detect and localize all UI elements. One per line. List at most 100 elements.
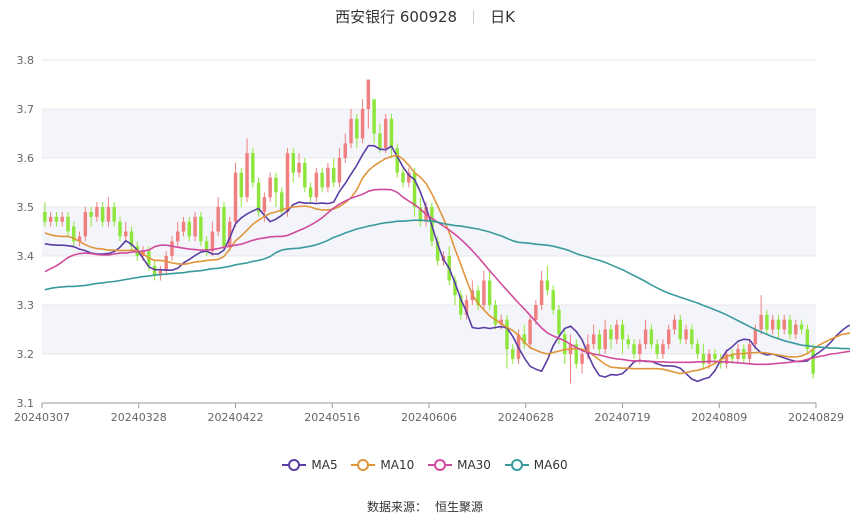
candle-body	[545, 280, 550, 291]
candle-body	[574, 344, 579, 364]
candle-body	[418, 207, 423, 222]
candle-body	[60, 216, 64, 222]
candle-body	[724, 354, 729, 364]
legend-item-ma60[interactable]: MA60	[504, 458, 568, 472]
candle-body	[649, 329, 654, 345]
candle-body	[326, 167, 330, 188]
y-tick-label: 3.7	[17, 103, 35, 116]
candle-body	[511, 349, 515, 359]
candle-body	[695, 344, 700, 354]
candle-body	[239, 172, 244, 198]
grid-band	[42, 109, 816, 158]
candle-body	[274, 177, 278, 193]
y-tick-label: 3.2	[17, 348, 35, 361]
series-line-ma10	[44, 154, 850, 375]
candle-body	[124, 231, 128, 237]
candle-body	[782, 319, 786, 330]
candle-body	[366, 79, 371, 109]
candle-body	[320, 172, 324, 188]
candle-body	[713, 354, 717, 359]
candle-body	[730, 354, 734, 359]
candle-body	[106, 207, 111, 222]
candle-body	[643, 329, 648, 345]
candle-body	[210, 231, 215, 252]
candle-body	[435, 241, 440, 261]
candle-body	[176, 231, 180, 242]
candle-body	[331, 167, 336, 183]
candle-body	[256, 182, 261, 212]
candle-body	[164, 256, 168, 271]
candle-body	[170, 241, 174, 256]
period-tab[interactable]: 日K	[490, 8, 515, 26]
candle-body	[805, 329, 810, 350]
candle-body	[493, 305, 498, 325]
y-tick-label: 3.3	[17, 299, 35, 312]
candle-body	[707, 354, 711, 364]
candle-body	[580, 354, 584, 364]
x-tick-label: 20240422	[208, 411, 264, 424]
candle-body	[66, 216, 70, 232]
candle-body	[308, 187, 313, 198]
candle-body	[609, 329, 613, 340]
chart-legend: MA5 MA10 MA30 MA60	[0, 458, 850, 474]
candle-body	[291, 153, 295, 173]
candle-body	[811, 349, 815, 374]
candle-body	[534, 305, 538, 320]
candle-body	[666, 329, 671, 345]
candle-body	[77, 236, 82, 242]
candle-body	[776, 319, 781, 330]
candle-body	[383, 118, 388, 149]
candle-body	[245, 153, 249, 198]
candle-body	[747, 344, 752, 359]
candle-body	[152, 265, 157, 276]
candle-body	[476, 290, 480, 305]
candle-body	[407, 172, 411, 183]
candle-body	[620, 324, 625, 340]
candle-body	[222, 207, 226, 247]
x-tick-label: 20240516	[304, 411, 360, 424]
candle-body	[314, 172, 319, 198]
legend-item-ma30[interactable]: MA30	[428, 458, 491, 472]
candle-body	[557, 309, 561, 335]
candle-body	[603, 329, 607, 350]
y-tick-label: 3.8	[17, 54, 35, 67]
candle-body	[187, 221, 192, 237]
data-source: 数据来源： 恒生聚源	[0, 498, 850, 515]
candle-body	[551, 290, 555, 310]
candle-body	[343, 143, 347, 158]
candle-body	[100, 207, 105, 222]
candle-body	[389, 118, 394, 149]
y-tick-label: 3.6	[17, 152, 35, 165]
candle-body	[586, 344, 590, 354]
candle-body	[268, 177, 272, 198]
candle-body	[95, 207, 99, 217]
candle-body	[626, 339, 631, 345]
candle-body	[303, 162, 307, 188]
candle-body	[412, 172, 417, 207]
candle-body	[505, 319, 509, 350]
legend-item-ma10[interactable]: MA10	[351, 458, 414, 472]
candle-body	[464, 300, 469, 315]
legend-ma5-icon	[282, 459, 307, 471]
chart-title: 西安银行 600928 日K	[0, 6, 850, 27]
candle-body	[262, 197, 267, 212]
candle-body	[48, 216, 53, 222]
x-tick-label: 20240328	[111, 411, 167, 424]
candle-body	[199, 216, 203, 242]
legend-ma10-label: MA10	[380, 458, 415, 472]
candle-body	[459, 295, 463, 315]
candle-body	[204, 241, 209, 252]
candle-body	[770, 319, 775, 330]
candle-body	[378, 133, 382, 149]
legend-item-ma5[interactable]: MA5	[282, 458, 338, 472]
candle-body	[522, 334, 527, 345]
x-tick-label: 20240628	[498, 411, 554, 424]
candle-body	[661, 344, 665, 354]
candle-body	[759, 314, 763, 330]
candle-body	[799, 324, 804, 330]
series-line-ma60	[44, 219, 850, 350]
x-tick-label: 20240307	[14, 411, 70, 424]
candle-body	[193, 216, 197, 237]
candlestick-chart: 3.1 3.2 3.3 3.4 3.5 3.6 3.7 3.8 20240307 20240328…	[14, 54, 850, 424]
x-tick-label: 20240719	[595, 411, 651, 424]
